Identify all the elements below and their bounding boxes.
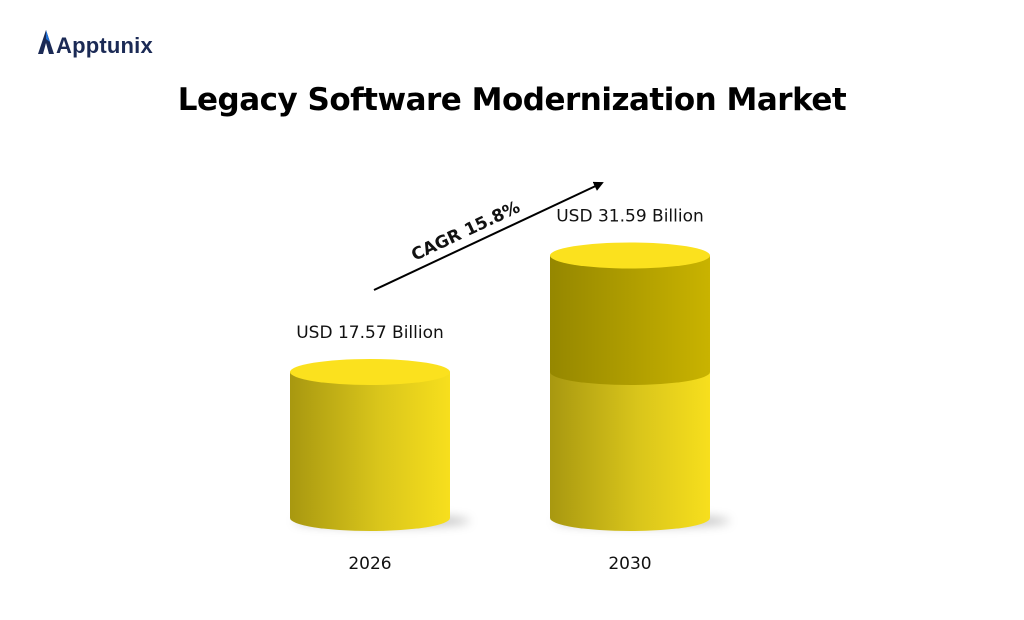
- brand-name: Apptunix: [56, 33, 153, 58]
- value-label: USD 31.59 Billion: [556, 206, 704, 226]
- apptunix-logo-icon: [38, 30, 54, 54]
- bar-2026: [290, 372, 450, 531]
- chart-title: Legacy Software Modernization Market: [177, 82, 847, 118]
- bar-cap: [550, 242, 710, 269]
- category-label: 2030: [608, 554, 651, 574]
- cagr-arrow: [373, 181, 604, 291]
- brand-logo: Apptunix: [36, 28, 153, 58]
- cagr-label: CAGR 15.8%: [408, 197, 523, 265]
- category-label: 2026: [348, 554, 391, 574]
- value-label: USD 17.57 Billion: [296, 323, 444, 343]
- bar-growth-segment: [550, 255, 710, 385]
- bar-cap: [290, 359, 450, 385]
